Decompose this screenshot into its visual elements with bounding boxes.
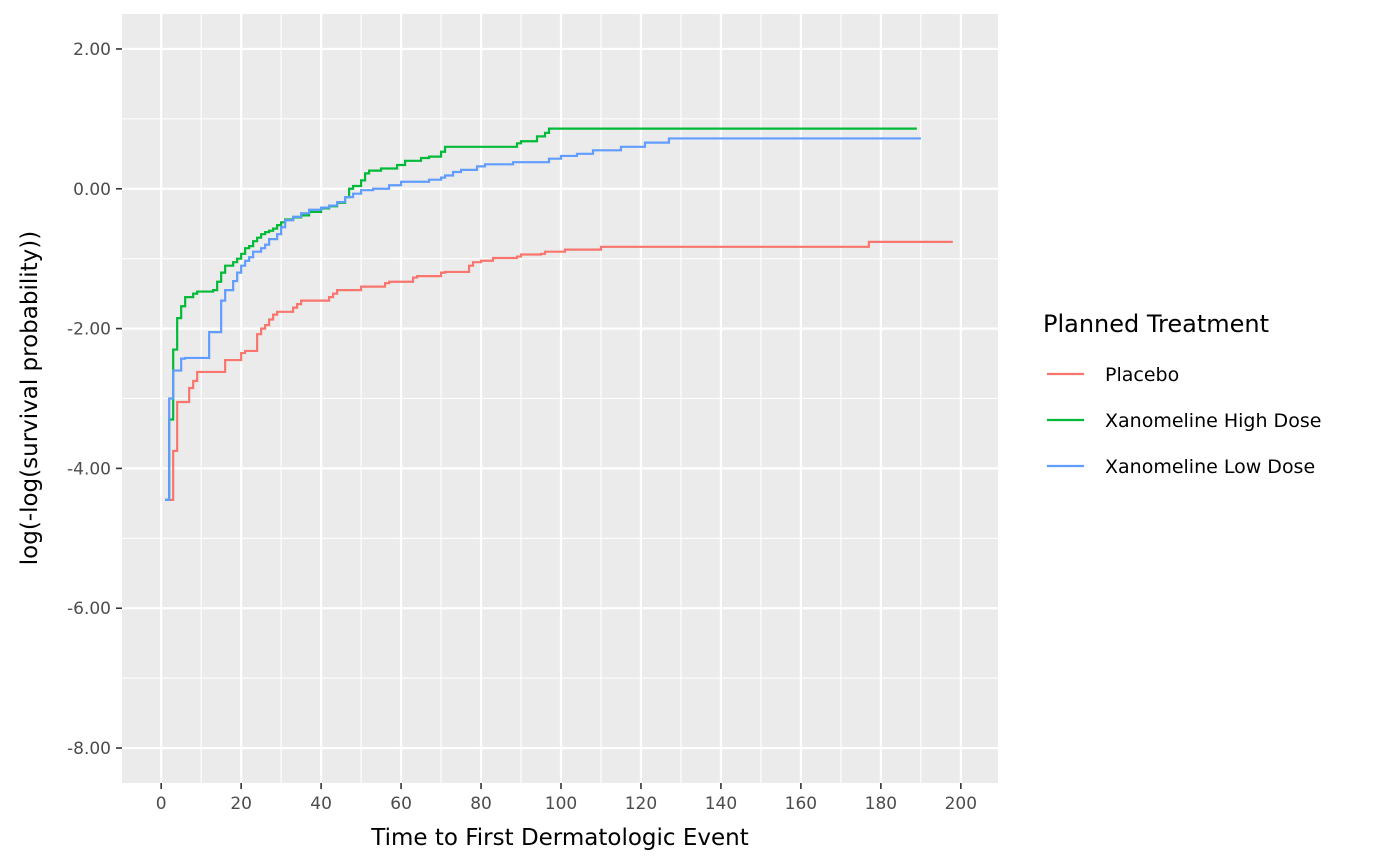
- x-tick-label: 180: [865, 794, 897, 814]
- x-tick-label: 80: [470, 794, 492, 814]
- x-tick-label: 140: [705, 794, 737, 814]
- major-grid: [122, 14, 998, 783]
- y-tick-label: -2.00: [67, 320, 111, 340]
- x-tick-label: 200: [945, 794, 977, 814]
- y-tick-label: -6.00: [67, 599, 111, 619]
- legend-title: Planned Treatment: [1043, 310, 1269, 338]
- series-line-placebo: [165, 240, 953, 501]
- x-tick-label: 60: [390, 794, 412, 814]
- x-tick-label: 0: [156, 794, 167, 814]
- x-axis-title: Time to First Dermatologic Event: [370, 825, 749, 851]
- legend-label-placebo: Placebo: [1105, 364, 1179, 386]
- x-tick-label: 160: [785, 794, 817, 814]
- series-line-xanomeline-low-dose: [165, 137, 921, 501]
- x-tick-label: 120: [625, 794, 657, 814]
- y-axis: -8.00 -6.00 -4.00 -2.00 0.00 2.00: [67, 40, 122, 759]
- x-tick-label: 100: [545, 794, 577, 814]
- x-tick-label: 20: [230, 794, 252, 814]
- x-tick-label: 40: [310, 794, 332, 814]
- legend-label-low-dose: Xanomeline Low Dose: [1105, 456, 1315, 478]
- y-tick-label: -4.00: [67, 459, 111, 479]
- legend-label-high-dose: Xanomeline High Dose: [1105, 410, 1321, 432]
- x-axis: 0 20 40 60 80 100 120 140 160 180 200: [156, 783, 977, 814]
- y-tick-label: -8.00: [67, 739, 111, 759]
- y-tick-label: 2.00: [73, 40, 111, 60]
- series-layer: [165, 127, 953, 501]
- y-tick-label: 0.00: [73, 180, 111, 200]
- y-axis-title: log(-log(survival probability)): [17, 231, 43, 565]
- legend: Planned Treatment Placebo Xanomeline Hig…: [1043, 310, 1321, 478]
